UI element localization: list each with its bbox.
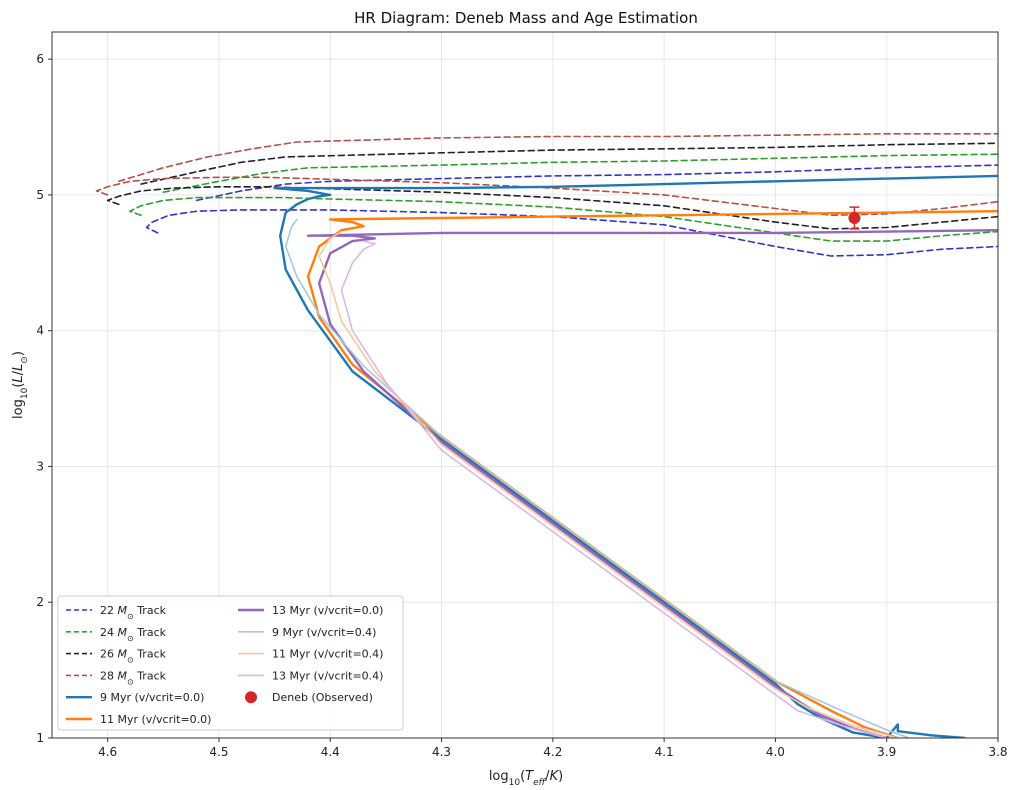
- legend-label: 11 Myr (v/vcrit=0.0): [100, 713, 211, 726]
- legend-label: 26 M⊙ Track: [100, 648, 167, 665]
- series-line-12: [318, 230, 899, 738]
- legend-label: 22 M⊙ Track: [100, 604, 167, 621]
- series-line-1: [195, 164, 998, 202]
- series-line-3: [162, 153, 998, 193]
- series-line-8: [273, 174, 998, 738]
- series-line-13: [340, 240, 888, 738]
- series-line-6: [95, 176, 998, 217]
- x-tick-label: 4.3: [432, 745, 451, 759]
- series-line-10: [306, 229, 998, 738]
- x-tick-label: 4.4: [321, 745, 340, 759]
- x-tick-label: 4.1: [655, 745, 674, 759]
- legend-label: 13 Myr (v/vcrit=0.4): [272, 669, 383, 682]
- legend-entry: 26 M⊙ Track: [66, 648, 167, 665]
- legend-entry-deneb: Deneb (Observed): [245, 691, 373, 704]
- x-tick-label: 3.9: [877, 745, 896, 759]
- series-line-7: [118, 133, 998, 183]
- y-tick-label: 5: [36, 188, 44, 202]
- x-tick-label: 4.2: [543, 745, 562, 759]
- legend-label: 11 Myr (v/vcrit=0.4): [272, 648, 383, 661]
- legend-entry: 11 Myr (v/vcrit=0.4): [238, 648, 383, 661]
- legend-entry: 11 Myr (v/vcrit=0.0): [66, 713, 211, 726]
- legend-entry: 9 Myr (v/vcrit=0.4): [238, 626, 376, 639]
- x-tick-label: 4.5: [209, 745, 228, 759]
- series-line-2: [129, 196, 998, 242]
- x-axis-title: log10(Teff/K): [489, 769, 563, 788]
- legend-label: 9 Myr (v/vcrit=0.0): [100, 691, 204, 704]
- y-tick-label: 3: [36, 459, 44, 473]
- x-tick-label: 3.8: [988, 745, 1007, 759]
- legend-entry: 13 Myr (v/vcrit=0.4): [238, 669, 383, 682]
- series-line-5: [140, 142, 998, 185]
- y-axis: 1 2 3 4 5 6: [36, 52, 52, 745]
- series-line-9: [306, 210, 998, 738]
- y-tick-label: 2: [36, 595, 44, 609]
- y-axis-title: log10(L/L⊙): [11, 351, 30, 419]
- y-tick-label: 4: [36, 324, 44, 338]
- chart-title: HR Diagram: Deneb Mass and Age Estimatio…: [354, 9, 698, 27]
- y-tick-label: 6: [36, 52, 44, 66]
- x-axis: 4.6 4.5 4.4 4.3 4.2 4.1 4.0 3.9 3.8: [98, 738, 1008, 759]
- series-line-4: [106, 186, 998, 230]
- legend-entry: 9 Myr (v/vcrit=0.0): [66, 691, 204, 704]
- deneb-marker: [848, 212, 861, 225]
- x-tick-label: 4.6: [98, 745, 117, 759]
- legend-entry: 24 M⊙ Track: [66, 626, 167, 643]
- legend-marker: [245, 691, 257, 704]
- legend-label: 13 Myr (v/vcrit=0.0): [272, 604, 383, 617]
- legend-label: Deneb (Observed): [272, 691, 373, 704]
- legend-entry: 22 M⊙ Track: [66, 604, 167, 621]
- legend-entry: 28 M⊙ Track: [66, 669, 167, 686]
- x-tick-label: 4.0: [766, 745, 785, 759]
- y-tick-label: 1: [36, 731, 44, 745]
- series-line-11: [284, 218, 910, 738]
- plot-frame: [51, 31, 999, 739]
- legend-label: 9 Myr (v/vcrit=0.4): [272, 626, 376, 639]
- legend: 22 M⊙ Track 24 M⊙ Track 26 M⊙ Track 28 M⊙ T…: [57, 595, 404, 731]
- legend-label: 24 M⊙ Track: [100, 626, 167, 643]
- legend-entry: 13 Myr (v/vcrit=0.0): [238, 604, 383, 617]
- legend-label: 28 M⊙ Track: [100, 669, 167, 686]
- legend-box: [57, 595, 404, 731]
- plot-area: [95, 133, 998, 738]
- series-line-0: [145, 209, 998, 257]
- deneb-observed-point: [848, 206, 861, 230]
